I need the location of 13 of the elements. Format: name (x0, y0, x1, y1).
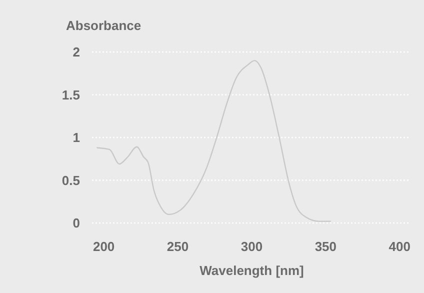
x-tick-label: 400 (388, 239, 410, 254)
y-tick-label: 0 (72, 216, 80, 231)
y-tick-label: 1.5 (62, 87, 80, 102)
y-tick-label: 2 (72, 44, 80, 60)
line-series (96, 60, 332, 222)
x-axis-title: Wavelength [nm] (200, 263, 304, 278)
x-tick-label: 250 (166, 239, 189, 254)
x-tick-label: 300 (240, 239, 263, 254)
y-tick-label: 0.5 (62, 172, 80, 188)
y-tick-label: 1 (72, 130, 80, 146)
y-axis-title: Absorbance (66, 18, 142, 33)
x-tick-label: 350 (314, 239, 337, 254)
x-tick-label: 200 (92, 239, 115, 254)
